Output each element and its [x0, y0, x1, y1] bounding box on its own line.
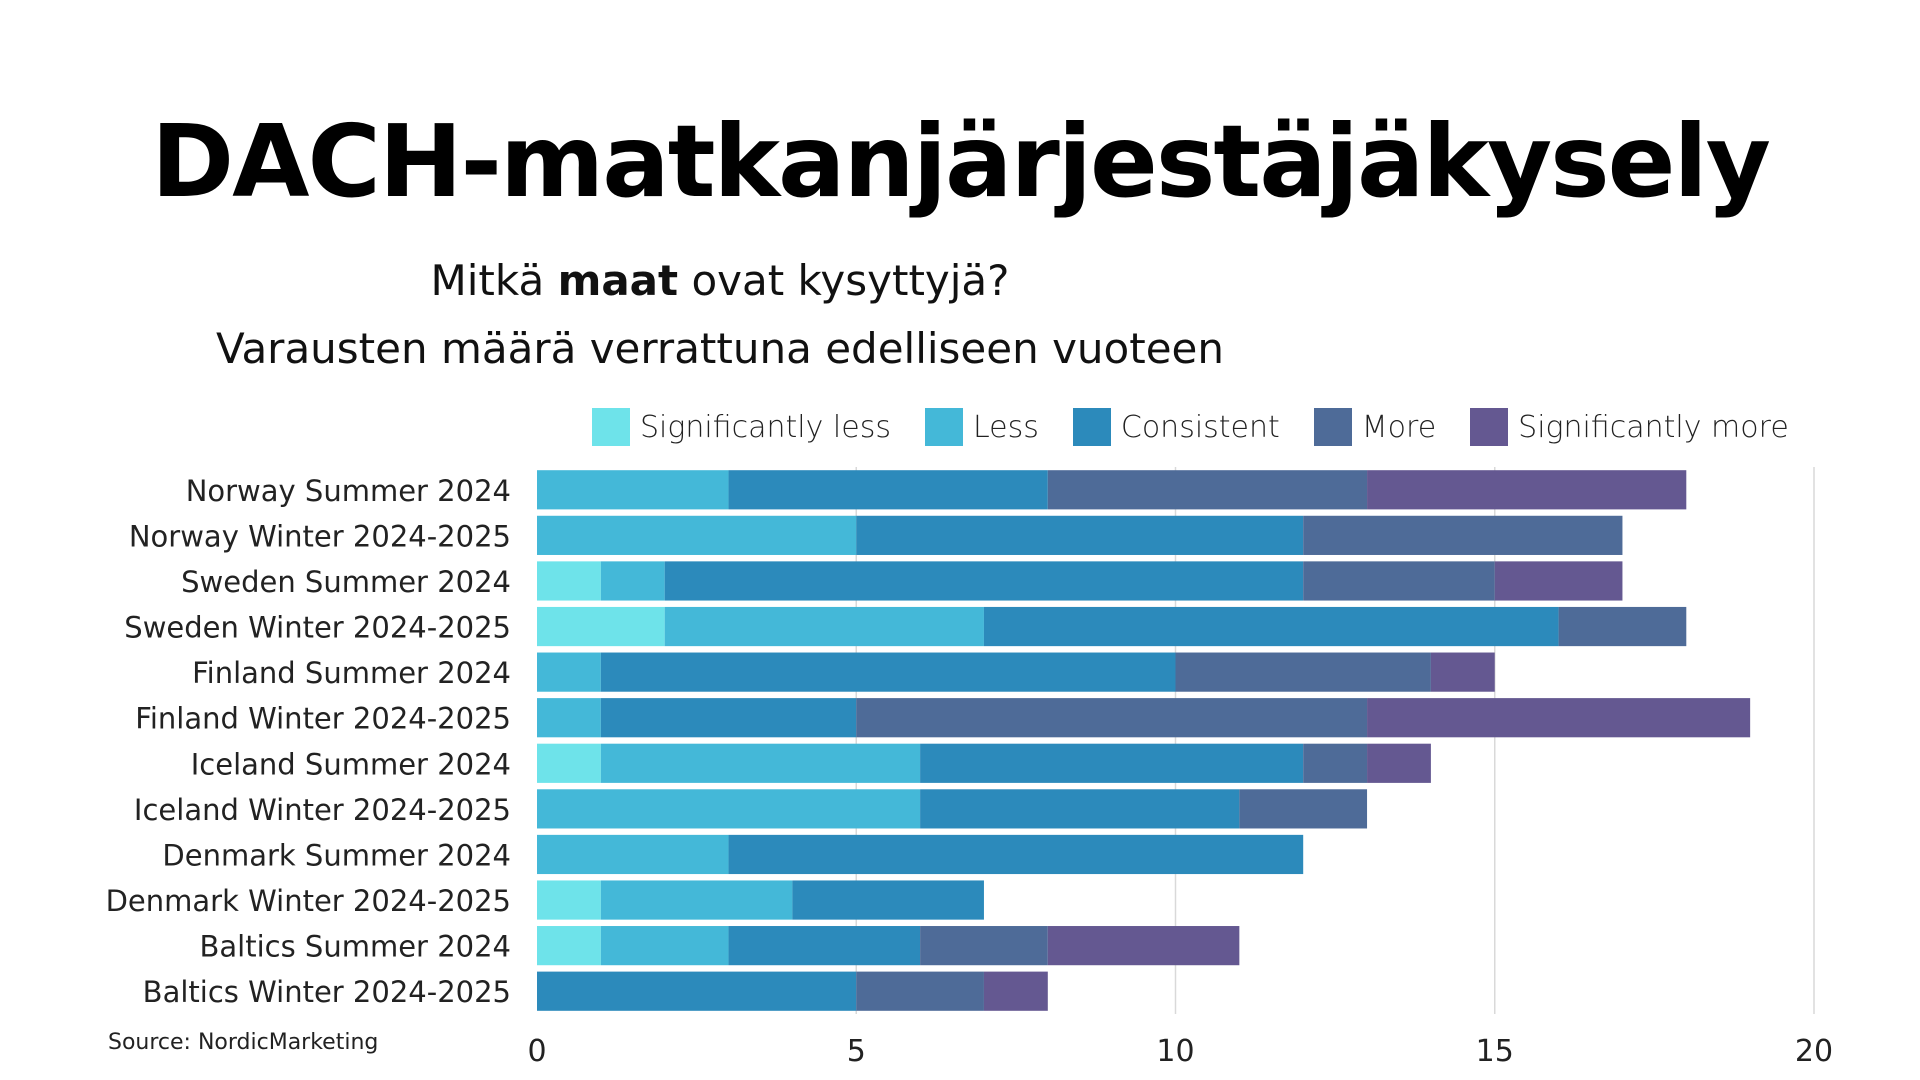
bar-segment-10-3 [792, 880, 984, 920]
chart-subtitle-line1: Mitkä maat ovat kysyttyjä? [0, 260, 1680, 302]
bar-segment-7-3 [920, 743, 1304, 783]
bar-segment-11-5 [1047, 926, 1240, 966]
bar-segment-4-2 [664, 606, 984, 647]
category-label-6: Finland Winter 2024-2025 [135, 702, 511, 736]
bar-segment-1-4 [1047, 470, 1368, 510]
category-label-8: Iceland Winter 2024-2025 [134, 793, 511, 827]
chart-title: DACH-matkanjärjestäjäkysely [151, 103, 1771, 220]
legend-swatch-3 [1072, 408, 1111, 446]
bar-segment-11-1 [537, 926, 601, 966]
bar-segment-4-1 [537, 606, 665, 647]
bar-segment-6-4 [856, 698, 1368, 738]
category-label-1: Norway Summer 2024 [186, 474, 511, 508]
category-label-5: Finland Summer 2024 [192, 656, 511, 690]
x-tick-label-10: 10 [1156, 1034, 1194, 1069]
bar-segment-11-3 [728, 926, 921, 966]
subtitle-line1-post: ovat kysyttyjä? [678, 256, 1010, 305]
bar-segment-10-2 [600, 880, 793, 920]
bar-segment-1-3 [728, 470, 1048, 510]
legend-swatch-2 [924, 408, 963, 446]
chart-source: Source: NordicMarketing [108, 1030, 379, 1055]
chart-legend: Significantly less Less Consistent More Sign… [592, 406, 1823, 448]
bar-segment-9-2 [537, 834, 729, 875]
bar-segment-2-3 [856, 515, 1304, 555]
bar-segment-10-1 [537, 880, 601, 920]
category-label-7: Iceland Summer 2024 [191, 747, 511, 781]
bar-segment-12-4 [856, 971, 984, 1011]
legend-item-5: Significantly more [1470, 408, 1789, 446]
bar-segment-3-2 [600, 561, 665, 601]
category-label-10: Denmark Winter 2024-2025 [106, 884, 511, 918]
bar-segment-2-2 [537, 515, 857, 555]
bar-segment-7-4 [1303, 743, 1368, 783]
bar-segment-3-5 [1494, 561, 1623, 601]
bar-segment-4-3 [983, 606, 1559, 647]
bar-segment-11-2 [600, 926, 729, 966]
bar-segment-9-3 [728, 834, 1304, 875]
bar-segment-3-3 [664, 561, 1304, 601]
x-tick-label-20: 20 [1795, 1034, 1833, 1069]
legend-item-2: Less [924, 408, 1039, 446]
bar-segment-3-1 [537, 561, 601, 601]
category-label-12: Baltics Winter 2024-2025 [143, 975, 511, 1009]
legend-item-4: More [1313, 408, 1437, 446]
category-label-3: Sweden Summer 2024 [181, 565, 511, 599]
bar-segment-1-5 [1367, 470, 1687, 510]
bar-segment-12-3 [537, 971, 857, 1011]
bar-segment-1-2 [537, 470, 729, 510]
category-label-4: Sweden Winter 2024-2025 [124, 611, 511, 645]
category-label-11: Baltics Summer 2024 [200, 930, 512, 964]
bar-segment-12-5 [983, 971, 1048, 1011]
bar-segment-5-5 [1430, 652, 1495, 692]
bar-segment-5-4 [1175, 652, 1431, 692]
legend-swatch-4 [1313, 408, 1352, 446]
legend-swatch-1 [592, 408, 630, 446]
bar-segment-4-4 [1558, 606, 1687, 647]
chart-subtitle-line2: Varausten määrä verrattuna edelliseen vu… [215, 324, 1225, 373]
legend-item-3: Consistent [1072, 408, 1280, 446]
bar-segment-7-2 [600, 743, 921, 783]
x-tick-label-5: 5 [847, 1034, 866, 1069]
legend-label-1: Significantly less [640, 409, 891, 445]
legend-item-1: Significantly less [592, 408, 891, 446]
bar-segment-2-4 [1303, 515, 1623, 555]
bar-segment-8-4 [1239, 789, 1368, 829]
category-label-9: Denmark Summer 2024 [162, 838, 511, 872]
bar-segment-6-3 [600, 698, 857, 738]
x-tick-label-15: 15 [1476, 1034, 1514, 1069]
bar-segment-11-4 [920, 926, 1048, 966]
bar-segment-5-3 [600, 652, 1176, 692]
bar-segment-6-2 [537, 698, 601, 738]
subtitle-line1-pre: Mitkä [430, 256, 558, 305]
legend-label-3: Consistent [1120, 409, 1280, 445]
legend-label-4: More [1361, 409, 1437, 445]
bar-segment-8-3 [920, 789, 1240, 829]
legend-label-5: Significantly more [1518, 409, 1789, 445]
bar-segment-7-1 [537, 743, 601, 783]
x-tick-label-0: 0 [527, 1034, 546, 1069]
legend-swatch-5 [1470, 408, 1509, 446]
bar-segment-8-2 [537, 789, 921, 829]
category-label-2: Norway Winter 2024-2025 [129, 519, 511, 553]
bar-segment-6-5 [1367, 698, 1751, 738]
legend-label-2: Less [972, 409, 1039, 445]
bar-segment-7-5 [1367, 743, 1431, 783]
subtitle-line1-bold: maat [557, 256, 679, 305]
bar-segment-3-4 [1303, 561, 1495, 601]
bar-segment-5-2 [537, 652, 601, 692]
